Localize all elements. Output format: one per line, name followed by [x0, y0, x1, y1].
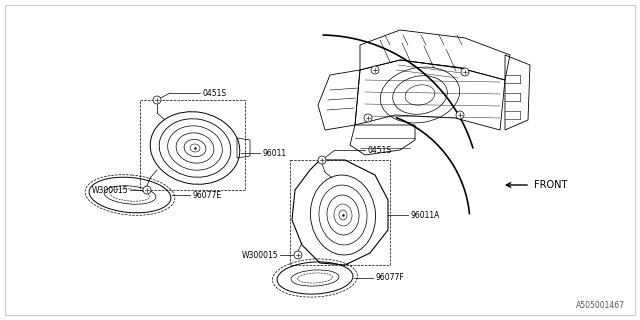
Circle shape [461, 68, 469, 76]
Circle shape [371, 66, 379, 74]
Text: W300015: W300015 [92, 186, 128, 195]
Text: FRONT: FRONT [534, 180, 568, 190]
Text: 96077F: 96077F [375, 274, 404, 283]
Circle shape [143, 186, 151, 194]
Circle shape [318, 156, 326, 164]
Text: A505001467: A505001467 [576, 301, 625, 310]
Bar [140, 100, 245, 190]
Text: 96011: 96011 [262, 148, 286, 157]
Bar [290, 160, 390, 265]
Text: 96011A: 96011A [410, 211, 440, 220]
Text: 0451S: 0451S [202, 89, 226, 98]
Text: 96077E: 96077E [192, 190, 221, 199]
Text: W300015: W300015 [241, 251, 278, 260]
Circle shape [153, 96, 161, 104]
Circle shape [456, 111, 464, 119]
Text: 0451S: 0451S [367, 146, 391, 155]
Circle shape [294, 251, 302, 259]
Circle shape [364, 114, 372, 122]
